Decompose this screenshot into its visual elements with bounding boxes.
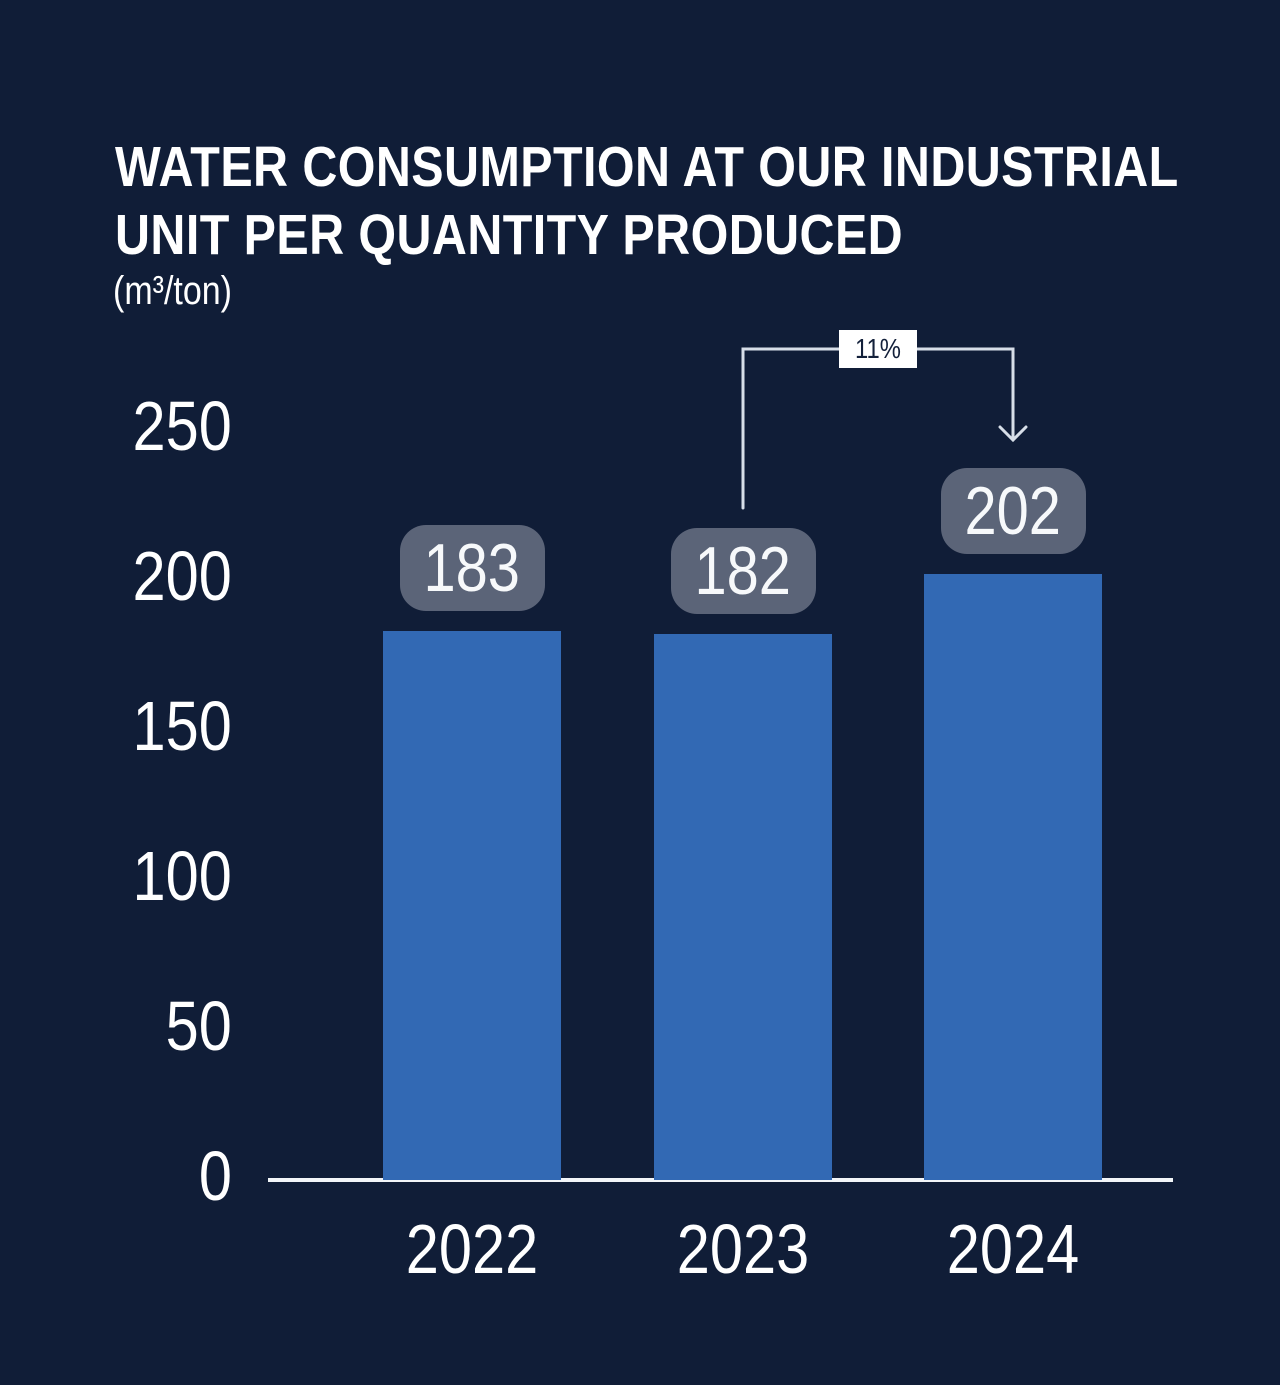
- data-label-2024: 202: [940, 468, 1086, 554]
- data-label-2023: 182: [670, 528, 816, 614]
- x-axis-label-2023: 2023: [676, 1210, 810, 1288]
- chart-title-line1-text: WATER CONSUMPTION AT OUR INDUSTRIAL: [115, 135, 1179, 199]
- unit-label: (m³/ton): [113, 268, 253, 314]
- y-axis-tick-50: 50: [165, 987, 232, 1065]
- unit-label-text: (m³/ton): [113, 269, 232, 313]
- x-axis-line: [268, 1178, 1173, 1182]
- y-axis-tick-200: 200: [132, 537, 232, 615]
- x-axis-label-2024: 2024: [946, 1210, 1080, 1288]
- bar-2022: [383, 631, 561, 1180]
- y-axis-tick-250: 250: [132, 387, 232, 465]
- data-label-text-2024: 202: [964, 473, 1062, 549]
- y-axis-tick-150: 150: [132, 687, 232, 765]
- data-label-2022: 183: [399, 525, 545, 611]
- chart-title-line1: WATER CONSUMPTION AT OUR INDUSTRIAL: [115, 133, 1280, 201]
- chart-title-line2-text: UNIT PER QUANTITY PRODUCED: [115, 203, 904, 267]
- x-axis-label-2022: 2022: [405, 1210, 539, 1288]
- y-axis-tick-0: 0: [198, 1137, 232, 1215]
- bar-2023: [654, 634, 832, 1180]
- annotation-label: 11%: [839, 330, 917, 368]
- chart-title-line2: UNIT PER QUANTITY PRODUCED: [115, 201, 1280, 269]
- chart-title: WATER CONSUMPTION AT OUR INDUSTRIAL UNIT…: [115, 133, 1280, 269]
- y-axis-tick-100: 100: [132, 837, 232, 915]
- data-label-text-2022: 183: [423, 530, 521, 606]
- annotation-label-text: 11%: [855, 333, 901, 364]
- data-label-text-2023: 182: [694, 533, 792, 609]
- bar-2024: [924, 574, 1102, 1180]
